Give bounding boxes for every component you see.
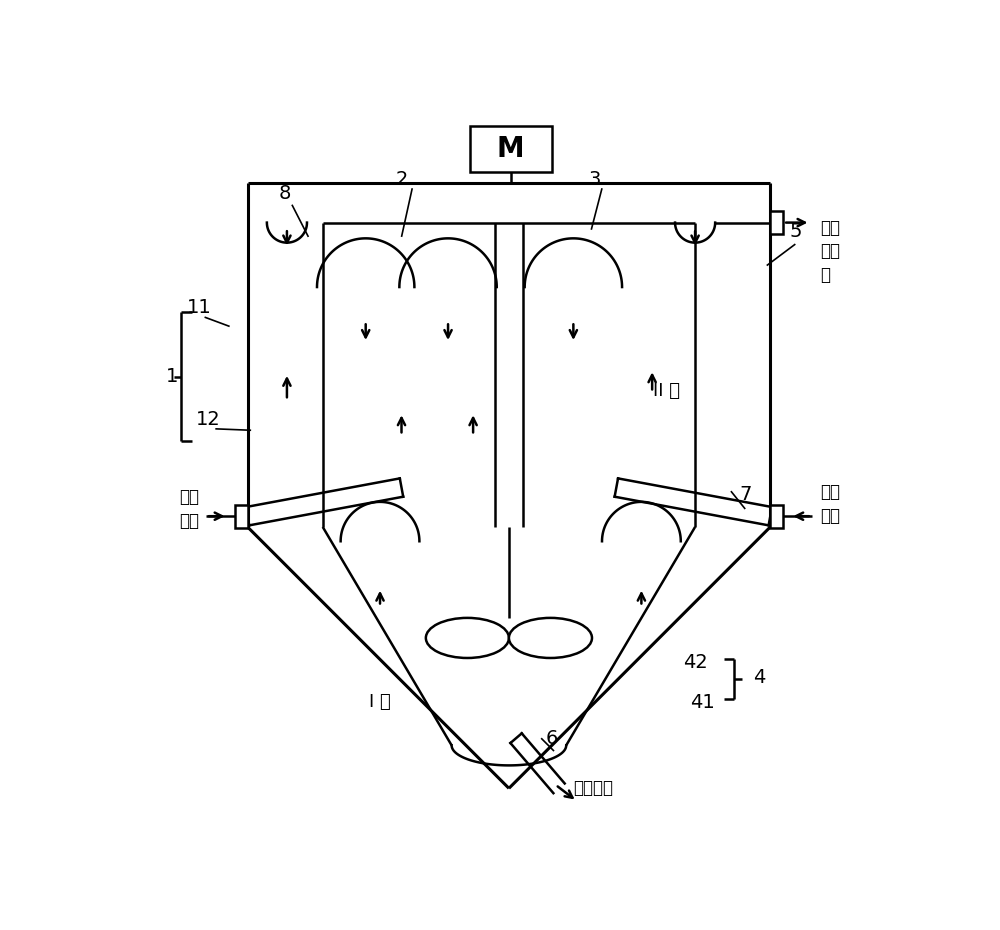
Text: 5: 5 <box>789 222 802 242</box>
Text: 4: 4 <box>753 668 766 687</box>
Text: 水和
老卤: 水和 老卤 <box>820 484 840 525</box>
Text: 42: 42 <box>683 654 707 672</box>
Text: 去光
卤石
池: 去光 卤石 池 <box>820 219 840 284</box>
Text: II 区: II 区 <box>653 382 680 400</box>
Text: 1: 1 <box>166 367 179 386</box>
Bar <box>235 505 248 527</box>
Text: 3: 3 <box>589 170 601 189</box>
Ellipse shape <box>426 618 509 658</box>
Text: 12: 12 <box>196 410 221 429</box>
Text: 8: 8 <box>279 184 291 204</box>
Bar <box>770 211 783 234</box>
Bar <box>470 126 552 172</box>
Text: 11: 11 <box>187 298 212 316</box>
Text: 浮选
泡沫: 浮选 泡沫 <box>179 488 199 530</box>
Text: 去离心机: 去离心机 <box>573 779 613 797</box>
Text: 7: 7 <box>739 485 751 504</box>
Text: I 区: I 区 <box>369 694 391 711</box>
Text: M: M <box>497 135 525 163</box>
Bar <box>770 505 783 527</box>
Ellipse shape <box>509 618 592 658</box>
Text: 6: 6 <box>546 729 558 748</box>
Text: 2: 2 <box>395 170 408 189</box>
Text: 41: 41 <box>690 693 715 711</box>
